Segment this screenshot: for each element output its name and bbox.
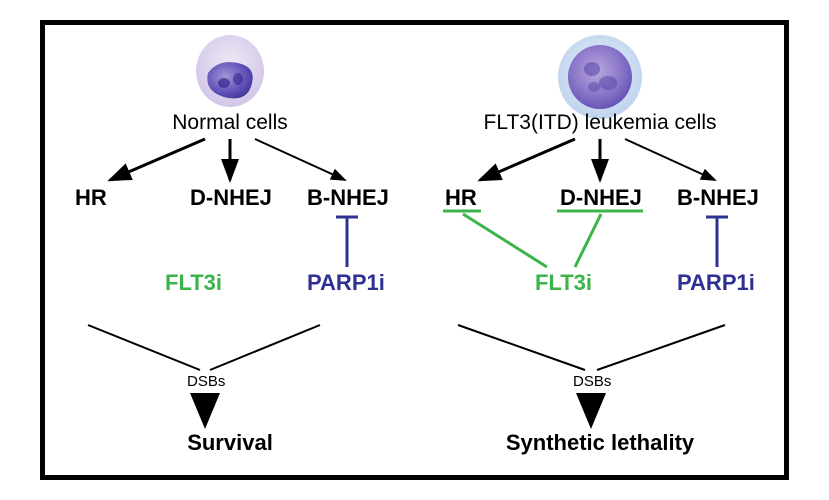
diagram-frame: Normal cells HR <box>40 20 789 480</box>
panel-normal-cells: Normal cells HR <box>45 25 415 475</box>
arrows-left <box>45 25 415 485</box>
node-bnhej-right: B-NHEJ <box>677 185 759 211</box>
node-bnhej-left: B-NHEJ <box>307 185 389 211</box>
panel-leukemia-cells: FLT3(ITD) leukemia cells <box>415 25 785 475</box>
arrows-right <box>415 25 785 485</box>
label-dsbs-right: DSBs <box>573 373 611 390</box>
label-parp-left: PARP1i <box>307 270 385 296</box>
label-parp-right: PARP1i <box>677 270 755 296</box>
node-dnhej-left: D-NHEJ <box>190 185 272 211</box>
node-hr-right: HR <box>445 185 477 211</box>
node-dnhej-right: D-NHEJ <box>560 185 642 211</box>
label-flt3-right: FLT3i <box>535 270 592 296</box>
label-dsbs-left: DSBs <box>187 373 225 390</box>
label-flt3-left: FLT3i <box>165 270 222 296</box>
node-hr-left: HR <box>75 185 107 211</box>
label-outcome-right: Synthetic lethality <box>506 430 694 456</box>
label-outcome-left: Survival <box>187 430 273 456</box>
